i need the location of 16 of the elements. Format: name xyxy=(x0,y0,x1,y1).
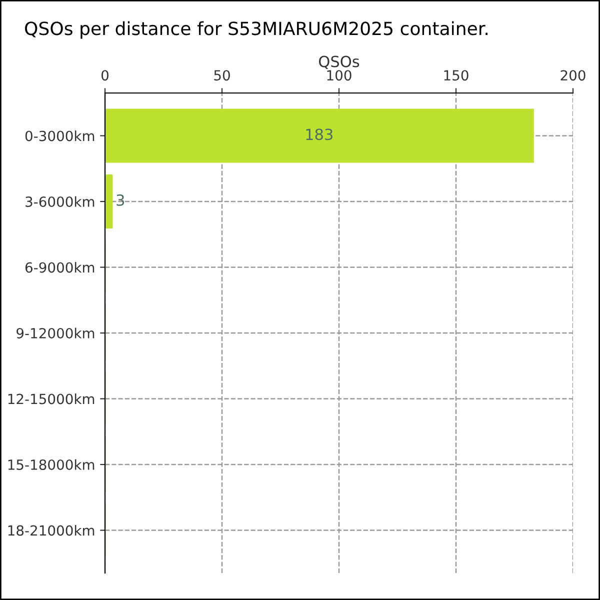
x-tick-label: 50 xyxy=(214,70,230,81)
y-tick-label: 0-3000km xyxy=(25,130,94,142)
x-axis-title: QSOs xyxy=(319,56,360,70)
y-tick-label: 6-9000km xyxy=(25,262,94,273)
x-tick-label: 150 xyxy=(444,70,468,81)
x-tick-label: 200 xyxy=(560,70,586,81)
y-tick-label: 9-12000km xyxy=(16,328,94,338)
data-label: 183 xyxy=(306,128,332,140)
x-tick-label: 100 xyxy=(327,70,352,81)
y-tick-label: 15-18000km xyxy=(8,459,94,470)
data-label: 3 xyxy=(116,194,124,206)
y-tick-label: 18-21000km xyxy=(8,524,94,536)
chart-title: QSOs per distance for S53MIARU6M2025 container. xyxy=(25,21,488,39)
y-tick-label: 3-6000km xyxy=(26,196,94,207)
x-tick-label: 0 xyxy=(101,70,108,81)
y-tick-label: 12-15000km xyxy=(8,393,94,404)
